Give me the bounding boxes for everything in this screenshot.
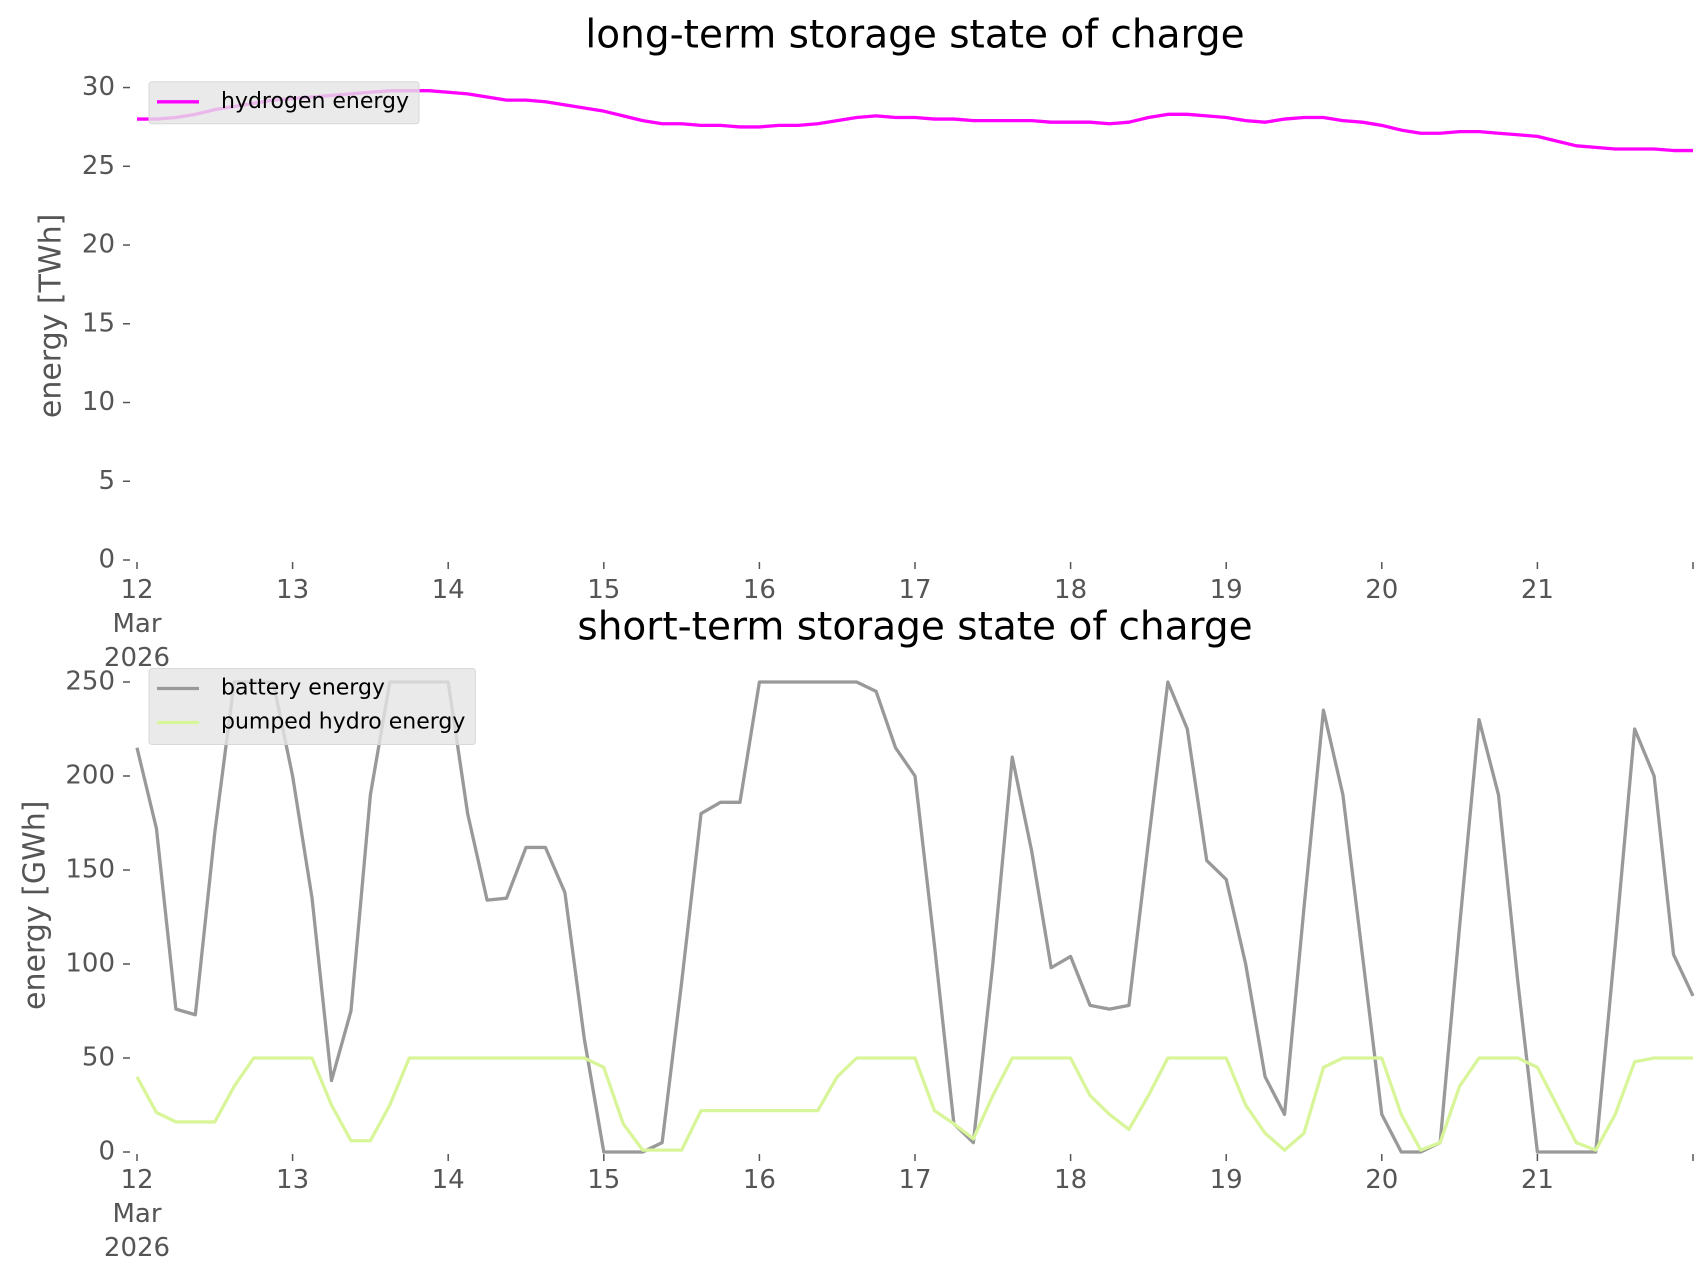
x-tick-label: 17: [898, 1165, 932, 1195]
series-line: [135, 1056, 1693, 1152]
y-tick-label: 25: [82, 151, 115, 181]
legend-box: [148, 668, 476, 745]
x-tick-label: 21: [1520, 575, 1554, 605]
y-tick-label: 15: [82, 308, 115, 338]
x-tick-label: 13: [276, 1165, 310, 1195]
y-tick-label: 150: [65, 855, 115, 885]
x-tick-label: 15: [587, 575, 621, 605]
y-axis-label: energy [TWh]: [34, 214, 69, 418]
chart-title: short-term storage state of charge: [577, 605, 1252, 650]
legend: hydrogen energy: [148, 81, 420, 125]
y-tick-label: 250: [65, 667, 115, 697]
y-axis-label: energy [GWh]: [18, 801, 53, 1010]
legend: battery energy pumped hydro energy: [148, 668, 476, 745]
x-tick-label: 18: [1054, 1165, 1088, 1195]
x-tick-label: 17: [898, 575, 932, 605]
x-tick-label: 15: [587, 1165, 621, 1195]
x-tick-label: 14: [431, 575, 465, 605]
series-line: [135, 680, 1695, 1154]
x-tick-label: 16: [742, 1165, 776, 1195]
y-tick-label: 30: [82, 72, 115, 102]
legend-label: pumped hydro energy: [221, 710, 465, 735]
y-tick-label: 200: [65, 761, 115, 791]
x-tick-label: 20: [1365, 1165, 1399, 1195]
x-tick-label: 13: [276, 575, 310, 605]
y-tick-label: 0: [98, 545, 115, 575]
chart-title: long-term storage state of charge: [585, 13, 1244, 58]
legend-label: hydrogen energy: [221, 89, 409, 114]
x-tick-label: 16: [742, 575, 776, 605]
y-tick-label: 5: [98, 466, 115, 496]
legend-label: battery energy: [221, 676, 385, 701]
x-tick-label: 12 Mar 2026: [103, 575, 171, 673]
legend-box: [148, 81, 420, 125]
x-tick-label: 14: [431, 1165, 465, 1195]
x-tick-label: 21: [1520, 1165, 1554, 1195]
x-tick-label: 19: [1209, 575, 1243, 605]
y-tick-label: 100: [65, 949, 115, 979]
y-tick-label: 50: [82, 1043, 115, 1073]
x-tick-label: 18: [1054, 575, 1088, 605]
y-tick-label: 10: [82, 387, 115, 417]
x-tick-label: 19: [1209, 1165, 1243, 1195]
x-tick-label: 20: [1365, 575, 1399, 605]
y-tick-label: 0: [98, 1137, 115, 1167]
x-tick-label: 12 Mar 2026: [103, 1165, 171, 1263]
y-tick-label: 20: [82, 230, 115, 260]
